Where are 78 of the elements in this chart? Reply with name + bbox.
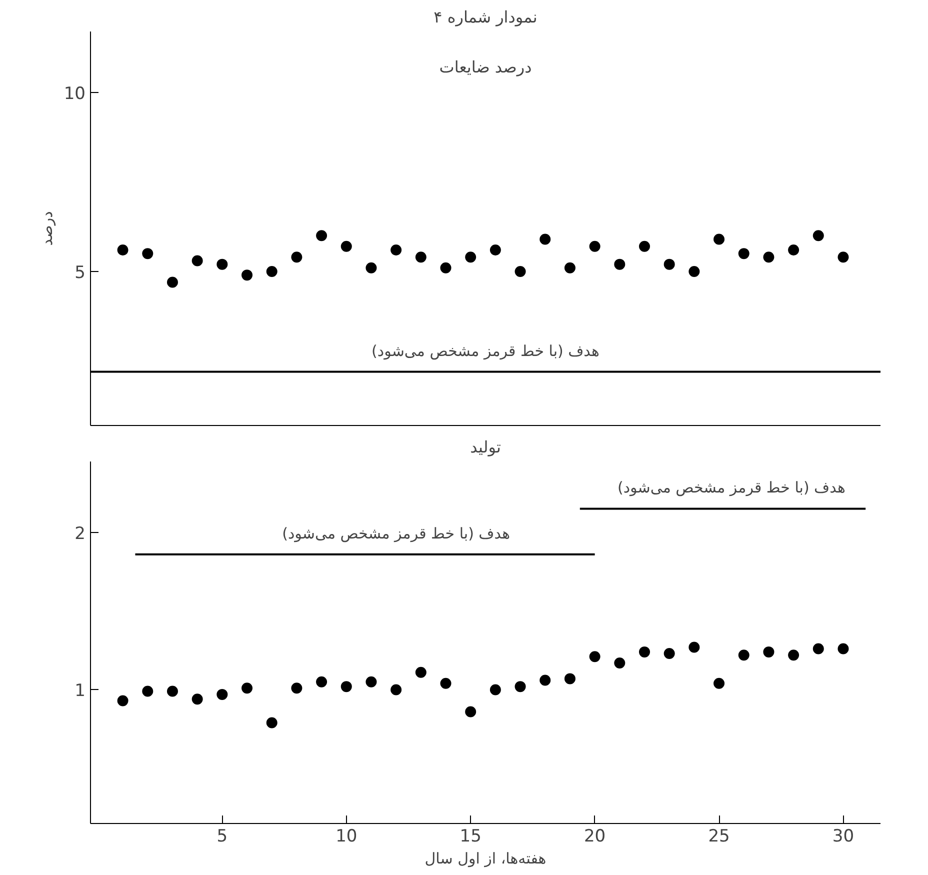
point [142,686,154,697]
point [589,240,600,252]
point [316,676,328,688]
point [614,258,626,270]
point [440,678,452,689]
point [291,252,302,263]
point [812,643,824,654]
y-tick-label: 10 [64,84,86,104]
annotation: هدف (با خط قرمز مشخص می‌شود) [617,478,846,497]
point [192,694,203,705]
point [514,681,526,692]
point [117,244,128,256]
point [266,266,278,277]
x-tick-label: 15 [460,826,482,846]
x-tick-label: 5 [216,826,228,846]
point [390,244,402,256]
x-tick-label: 10 [336,826,358,846]
point [763,252,774,263]
point [216,688,228,700]
point [465,706,476,718]
point [714,234,725,245]
y-tick-label: 1 [74,681,86,702]
chart-title: تولید [470,438,501,456]
point [366,676,377,688]
point [838,643,849,654]
point [340,681,352,692]
point [738,650,750,661]
point [266,717,278,728]
point [614,657,626,668]
point [216,258,228,270]
point [838,252,849,263]
point [788,650,800,661]
point [564,262,576,274]
x-tick-label: 30 [832,826,854,846]
chart-title: نمودار شماره ۴ [434,8,538,26]
annotation: هدف (با خط قرمز مشخص می‌شود) [282,524,510,542]
point [738,248,750,260]
y-tick-label: 2 [74,524,86,544]
point [366,262,377,274]
point [490,244,501,256]
point [514,266,526,277]
ref-line-label: هدف (با خط قرمز مشخص می‌شود) [372,342,600,360]
point [242,270,253,281]
point [540,674,551,686]
point [688,642,700,653]
point [291,682,302,694]
point [192,255,203,266]
point [142,248,154,260]
point [166,686,178,697]
point [316,230,328,242]
point [166,276,178,288]
point [664,258,675,270]
y-tick-label: 5 [74,262,86,283]
point [340,240,352,252]
point [117,695,128,706]
point [242,682,253,694]
point [540,234,551,245]
point [714,678,725,689]
x-axis-title: هفته‌ها، از اول سال [424,850,546,868]
point [788,244,800,256]
text: درصد ضایعات [439,58,532,76]
point [440,262,452,274]
point [390,684,402,696]
x-tick-label: 20 [584,826,606,846]
point [465,252,476,263]
x-tick-label: 25 [708,826,730,846]
point [688,266,700,277]
point [638,240,650,252]
point [564,673,576,684]
point [812,230,824,242]
y-axis-title: درصد [38,211,56,246]
point [589,651,600,662]
point [664,648,675,660]
point [415,252,426,263]
point [490,684,501,696]
point [415,666,426,678]
point [638,646,650,658]
point [763,646,774,658]
